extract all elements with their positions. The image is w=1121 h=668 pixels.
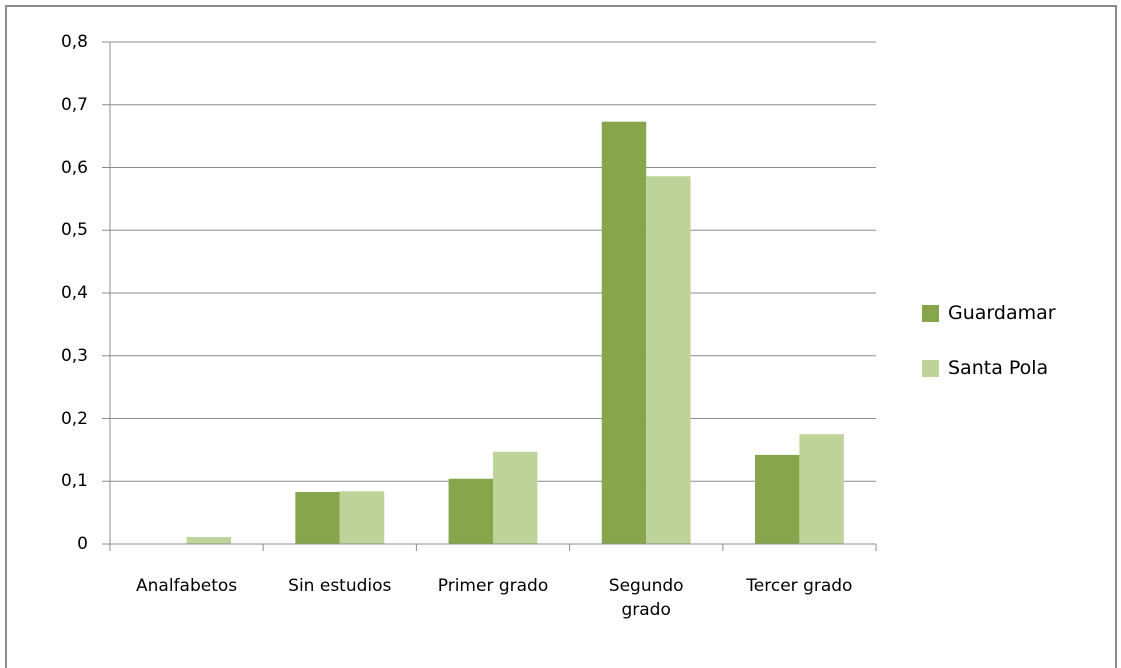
- y-tick-label: 0,6: [60, 157, 88, 178]
- legend-swatch: [922, 305, 939, 322]
- bar: [754, 454, 800, 544]
- x-tick-label: Segundo grado: [608, 576, 684, 620]
- bar: [646, 176, 691, 544]
- frame: [5, 5, 1117, 668]
- legend-label: Santa Pola: [948, 357, 1049, 379]
- legend-swatch: [922, 360, 939, 377]
- bar: [601, 121, 647, 544]
- legend-label: Guardamar: [948, 302, 1056, 324]
- y-tick-label: 0,4: [60, 283, 88, 303]
- x-tick-label: Tercer grado: [746, 576, 853, 596]
- x-tick-label: Primer grado: [437, 576, 549, 596]
- y-tick-label: 0,8: [60, 32, 88, 52]
- bar: [799, 434, 844, 544]
- bar: [295, 491, 340, 544]
- y-tick-label: 0,7: [60, 94, 88, 115]
- y-tick-label: 0,5: [60, 220, 88, 241]
- bar: [339, 491, 385, 544]
- bar: [493, 451, 538, 544]
- y-tick-label: 0: [77, 534, 88, 554]
- x-tick-label: Analfabetos: [136, 576, 238, 596]
- bar: [448, 478, 493, 544]
- y-tick-label: 0,1: [60, 471, 88, 492]
- y-tick-label: 0,3: [60, 345, 88, 366]
- y-tick-label: 0,2: [60, 408, 88, 429]
- bar: [186, 537, 232, 544]
- x-tick-label: Sin estudios: [288, 576, 392, 596]
